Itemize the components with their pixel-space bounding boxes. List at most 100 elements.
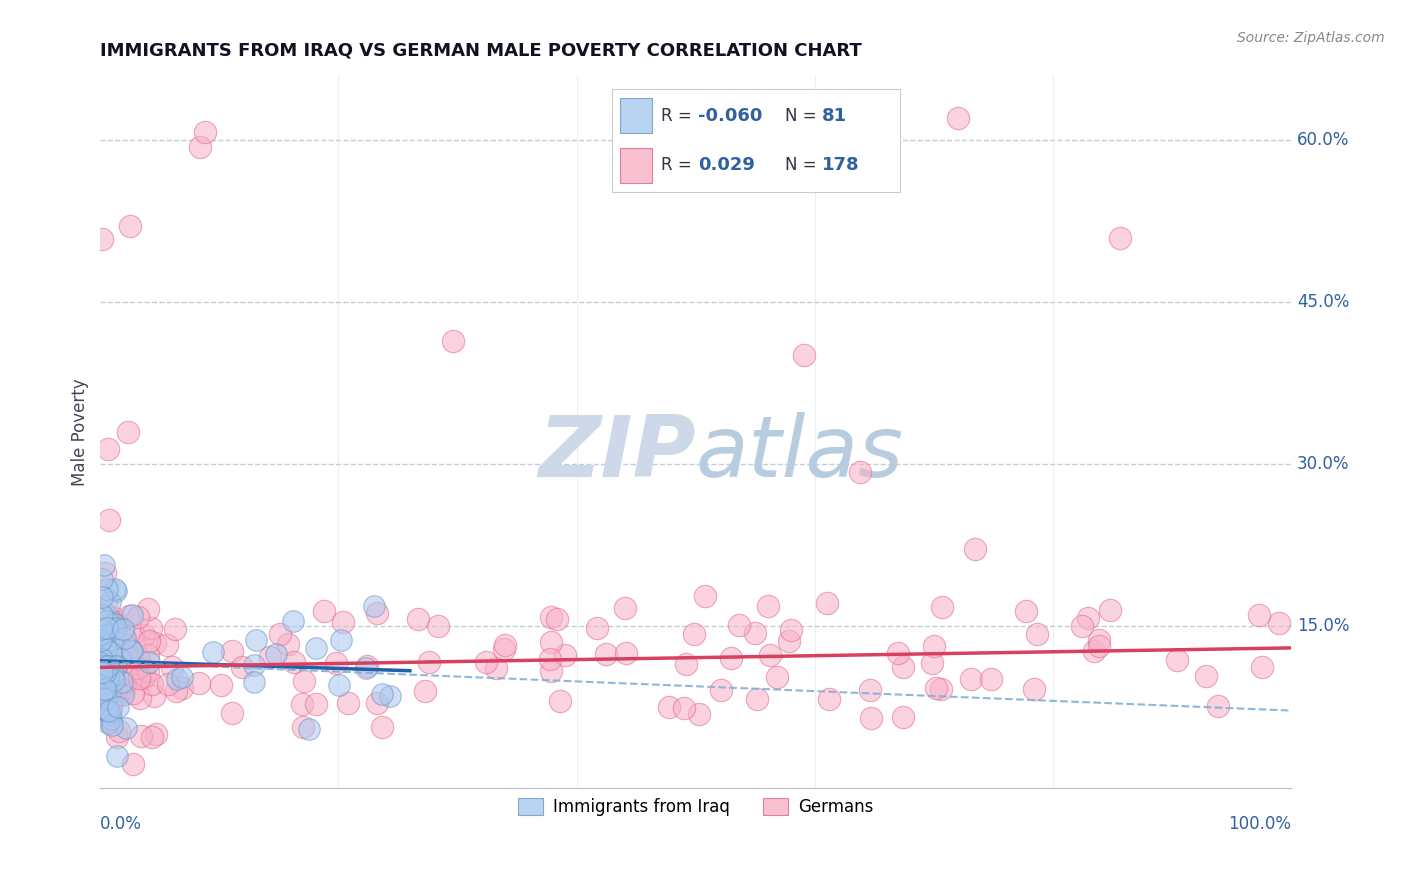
Point <box>336 696 359 710</box>
Point <box>160 659 183 673</box>
Point <box>494 638 516 652</box>
Point <box>93 648 115 663</box>
Point <box>97 630 120 644</box>
Point <box>540 609 562 624</box>
Text: IMMIGRANTS FROM IRAQ VS GERMAN MALE POVERTY CORRELATION CHART: IMMIGRANTS FROM IRAQ VS GERMAN MALE POVE… <box>100 42 862 60</box>
Point <box>332 615 354 629</box>
Point <box>328 678 350 692</box>
Point <box>94 665 117 680</box>
Point <box>683 627 706 641</box>
Point <box>413 684 436 698</box>
Point <box>141 731 163 745</box>
Point <box>90 632 112 647</box>
Point <box>156 638 179 652</box>
Point <box>136 648 159 663</box>
Point <box>766 670 789 684</box>
Point <box>356 659 378 673</box>
Text: 0.029: 0.029 <box>699 156 755 174</box>
Point <box>138 655 160 669</box>
Point <box>540 664 562 678</box>
Text: 100.0%: 100.0% <box>1227 815 1291 833</box>
Point <box>111 675 134 690</box>
Point <box>122 627 145 641</box>
Point <box>1098 603 1121 617</box>
Point <box>91 666 114 681</box>
Point <box>97 659 120 673</box>
Point <box>283 655 305 669</box>
Point <box>118 609 141 624</box>
Point <box>921 656 943 670</box>
Point <box>291 697 314 711</box>
Point <box>121 608 143 623</box>
Point <box>658 699 681 714</box>
Point <box>100 696 122 710</box>
Point <box>1083 644 1105 658</box>
Text: N =: N = <box>785 107 815 125</box>
Point <box>170 681 193 695</box>
Point <box>101 622 124 636</box>
Point <box>540 635 562 649</box>
Point <box>693 589 716 603</box>
Text: 178: 178 <box>823 156 859 174</box>
Point <box>304 697 326 711</box>
FancyBboxPatch shape <box>620 98 652 133</box>
Point <box>91 701 114 715</box>
Point <box>96 614 118 628</box>
Point <box>138 633 160 648</box>
Point <box>98 595 121 609</box>
Point <box>688 707 710 722</box>
Point <box>780 623 803 637</box>
Point <box>305 640 328 655</box>
Point <box>98 714 121 728</box>
Point <box>492 642 515 657</box>
Point <box>127 610 149 624</box>
Point <box>145 727 167 741</box>
Text: 15.0%: 15.0% <box>1296 617 1350 635</box>
Point <box>673 701 696 715</box>
Point <box>166 673 188 687</box>
Point <box>172 670 194 684</box>
Point <box>538 652 561 666</box>
Point <box>114 632 136 646</box>
Point <box>122 686 145 700</box>
Point <box>103 615 125 629</box>
Point <box>112 681 135 696</box>
Point <box>366 606 388 620</box>
Point <box>97 673 120 687</box>
Point <box>858 682 880 697</box>
Point <box>710 682 733 697</box>
Point <box>859 711 882 725</box>
Text: 0.0%: 0.0% <box>100 815 142 833</box>
Point <box>96 638 118 652</box>
Point <box>128 652 150 666</box>
Point <box>114 721 136 735</box>
Point <box>201 645 224 659</box>
Point <box>1071 619 1094 633</box>
Point <box>90 232 112 246</box>
Point <box>747 691 769 706</box>
Point <box>121 645 143 659</box>
Point <box>108 652 131 666</box>
Point <box>134 669 156 683</box>
Point <box>98 704 121 718</box>
Legend: Immigrants from Iraq, Germans: Immigrants from Iraq, Germans <box>512 791 880 822</box>
Point <box>103 673 125 687</box>
Point <box>101 667 124 681</box>
Point <box>209 678 232 692</box>
Point <box>1088 639 1111 653</box>
Point <box>1251 659 1274 673</box>
Point <box>117 425 139 439</box>
Point <box>98 708 121 723</box>
Point <box>550 694 572 708</box>
Point <box>97 657 120 672</box>
Point <box>121 644 143 658</box>
Point <box>475 655 498 669</box>
Point <box>103 643 125 657</box>
Point <box>93 624 115 638</box>
Text: Source: ZipAtlas.com: Source: ZipAtlas.com <box>1237 31 1385 45</box>
Point <box>380 689 402 703</box>
Point <box>96 641 118 656</box>
Text: N =: N = <box>785 156 815 174</box>
Point <box>91 604 114 618</box>
Point <box>887 646 910 660</box>
